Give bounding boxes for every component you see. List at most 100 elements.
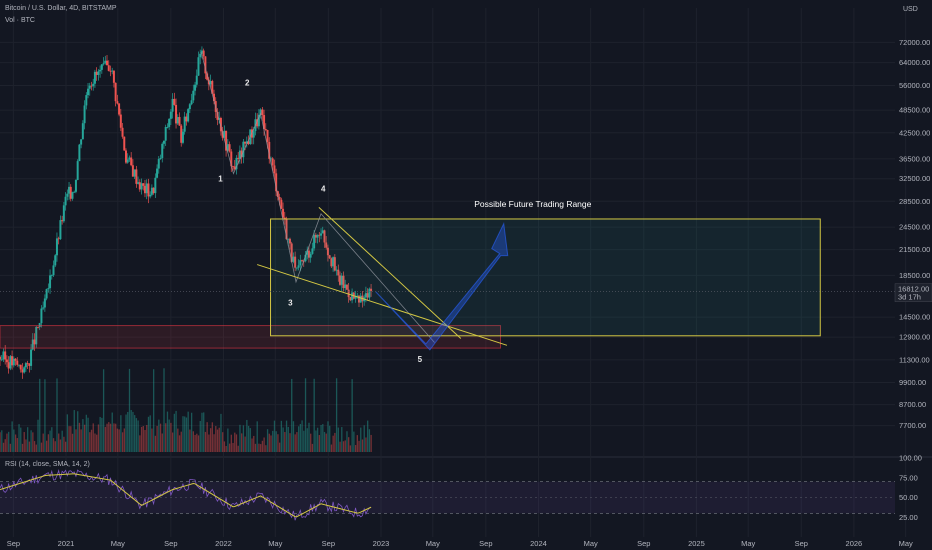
volume-bar [230, 434, 232, 452]
candle-body [106, 60, 109, 66]
wave-label: 4 [321, 184, 326, 193]
candle-body [152, 187, 155, 194]
candle-body [301, 260, 304, 261]
volume-bar [272, 430, 274, 452]
symbol-title[interactable]: Bitcoin / U.S. Dollar, 4D, BITSTAMP [5, 5, 117, 12]
support-zone [0, 325, 502, 349]
volume-bar [299, 423, 302, 452]
price-tick-label: 11300.00 [899, 355, 930, 364]
price-tick-label: 28500.00 [899, 197, 930, 206]
volume-bar [201, 412, 203, 452]
volume-bar [203, 412, 205, 452]
candle-body [169, 111, 172, 119]
candle-body [145, 183, 148, 194]
candle-body [280, 199, 283, 209]
candle-body [17, 364, 20, 366]
price-axis[interactable]: 72000.00 64000.00 56000.00 48500.00 42500.00… [894, 38, 932, 522]
time-axis[interactable]: Sep 2021 May Sep 2022 May Sep 2023 May Sep 2024 May… [7, 539, 913, 548]
candle-body [354, 296, 357, 299]
candle-body [14, 358, 17, 361]
volume-bar [361, 439, 364, 452]
volume-bar [368, 429, 371, 452]
volume-bar [297, 426, 300, 452]
time-tick-label: Sep [795, 539, 808, 548]
volume-bar [313, 378, 315, 452]
volume-bar [194, 434, 196, 452]
volume-bar [20, 427, 22, 452]
candle-body [325, 242, 328, 248]
volume-bar [318, 435, 320, 452]
candle-body [202, 50, 205, 57]
volume-bar [153, 369, 155, 452]
volume-bar [222, 432, 224, 452]
candle-body [269, 158, 272, 160]
candle-body [245, 141, 248, 144]
candle-body [59, 220, 62, 240]
volume-bar [322, 424, 324, 452]
candle-body [292, 256, 295, 262]
volume-bar [39, 378, 41, 452]
candle-body [149, 194, 152, 197]
candle-body [28, 363, 31, 366]
volume-bar [277, 434, 279, 452]
volume-bar [208, 434, 210, 452]
volume-bar [370, 434, 372, 452]
candle-body [124, 150, 127, 163]
candle-body [335, 269, 338, 271]
volume-bar [177, 428, 179, 452]
volume-bar [80, 429, 82, 452]
candle-body [100, 64, 103, 70]
volume-bar [178, 435, 181, 452]
candle-body [19, 364, 22, 370]
volume-bar [44, 379, 46, 452]
volume-bar [35, 444, 37, 452]
volume-bar [284, 432, 286, 452]
volume-bar [8, 431, 10, 452]
volume-bar [165, 423, 167, 452]
rsi-title[interactable]: RSI (14, close, SMA, 14, 2) [5, 461, 90, 468]
volume-bar [246, 419, 248, 452]
candle-body [261, 109, 264, 116]
volume-bar [11, 421, 13, 452]
candle-body [147, 183, 150, 197]
candle-body [74, 179, 77, 192]
volume-bar [330, 444, 333, 452]
volume-bar [75, 429, 77, 452]
candle-body [233, 166, 236, 170]
candle-body [351, 292, 354, 301]
volume-bar [190, 412, 193, 452]
volume-bar [56, 378, 58, 452]
candle-body [157, 159, 160, 169]
currency-label: USD [903, 6, 918, 13]
candle-body [33, 339, 36, 345]
volume-bar [47, 434, 50, 452]
time-tick-label: May [899, 539, 913, 548]
candle-body [230, 151, 233, 167]
volume-bar [280, 420, 283, 452]
candle-body [264, 129, 267, 131]
volume-bar [279, 442, 281, 452]
volume-bar [171, 432, 174, 452]
candle-body [297, 265, 300, 268]
volume-bar [247, 425, 250, 452]
time-tick-label: 2026 [846, 539, 863, 548]
volume-bar [211, 422, 213, 452]
candle-body [242, 141, 245, 158]
volume-bar [339, 441, 341, 452]
volume-bar [301, 420, 303, 452]
volume-bar [329, 425, 331, 452]
volume-bar [237, 445, 239, 452]
candle-body [9, 356, 12, 369]
price-tick-label: 14500.00 [899, 313, 930, 322]
volume-bar [132, 411, 134, 452]
candle-body [287, 238, 290, 240]
volume-bar [218, 427, 220, 452]
candle-body [259, 109, 262, 115]
volume-bar [118, 429, 120, 452]
candle-body [143, 185, 146, 194]
volume-label[interactable]: Vol · BTC [5, 17, 35, 24]
volume-bar [332, 435, 334, 452]
candle-body [226, 144, 229, 151]
candle-body [344, 284, 347, 289]
